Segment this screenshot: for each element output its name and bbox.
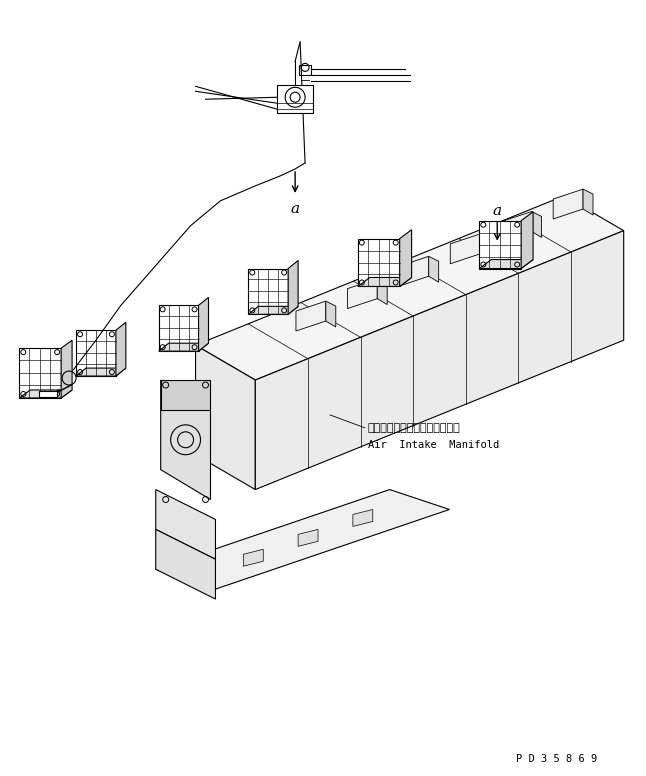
Polygon shape	[377, 279, 387, 305]
Polygon shape	[521, 212, 533, 268]
Polygon shape	[296, 301, 326, 331]
Polygon shape	[399, 256, 429, 286]
Polygon shape	[156, 490, 216, 559]
Polygon shape	[76, 368, 126, 376]
Polygon shape	[156, 490, 450, 589]
Polygon shape	[583, 189, 593, 215]
Polygon shape	[19, 348, 61, 398]
Text: a: a	[493, 204, 502, 218]
Polygon shape	[248, 268, 288, 314]
Polygon shape	[532, 212, 541, 237]
Bar	[299, 65, 311, 75]
Polygon shape	[553, 189, 583, 219]
Polygon shape	[480, 234, 490, 260]
Text: a: a	[291, 202, 300, 216]
Polygon shape	[400, 230, 412, 286]
Polygon shape	[326, 301, 336, 327]
Polygon shape	[159, 306, 198, 352]
Polygon shape	[358, 239, 400, 286]
Text: Air  Intake  Manifold: Air Intake Manifold	[368, 440, 499, 450]
Polygon shape	[255, 230, 623, 490]
Polygon shape	[196, 345, 255, 490]
Polygon shape	[358, 278, 412, 286]
Polygon shape	[248, 307, 298, 314]
Polygon shape	[156, 529, 216, 599]
Polygon shape	[450, 234, 480, 264]
Polygon shape	[116, 322, 126, 376]
Polygon shape	[479, 259, 533, 268]
Polygon shape	[244, 549, 264, 566]
Text: P D 3 5 8 6 9: P D 3 5 8 6 9	[516, 754, 597, 764]
Polygon shape	[19, 390, 72, 398]
Polygon shape	[298, 529, 318, 546]
Polygon shape	[502, 212, 532, 241]
Polygon shape	[61, 340, 72, 398]
Text: エアーインテークマニホールド: エアーインテークマニホールド	[368, 423, 461, 433]
Polygon shape	[348, 279, 377, 309]
Polygon shape	[429, 256, 439, 282]
Polygon shape	[161, 380, 211, 500]
Polygon shape	[196, 196, 623, 380]
Polygon shape	[159, 343, 209, 352]
Polygon shape	[76, 331, 116, 376]
Bar	[39, 391, 57, 397]
Bar	[277, 85, 313, 113]
Polygon shape	[161, 380, 211, 410]
Polygon shape	[288, 261, 298, 314]
Polygon shape	[353, 510, 373, 526]
Polygon shape	[198, 297, 209, 352]
Polygon shape	[479, 220, 521, 268]
